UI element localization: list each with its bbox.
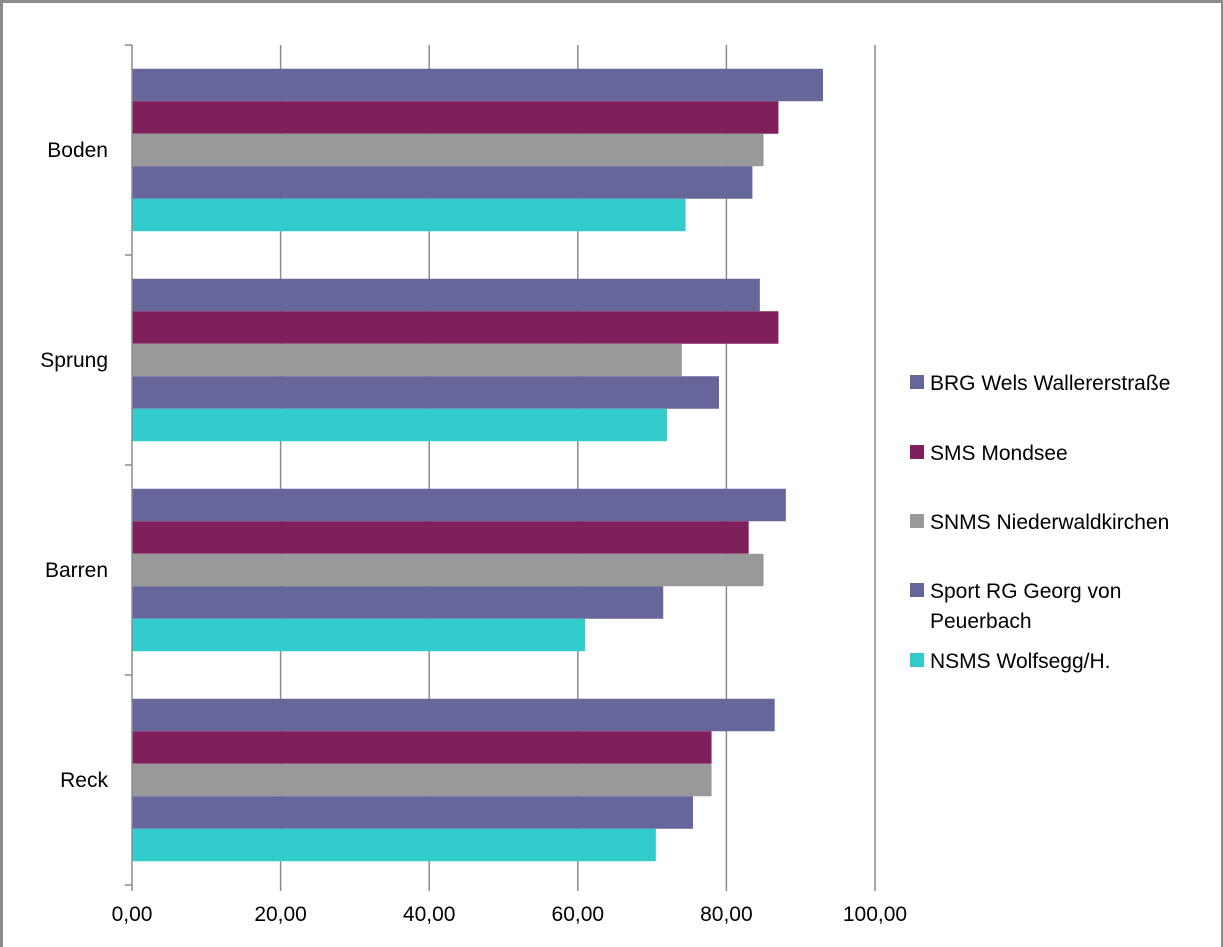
legend-swatch [910, 514, 924, 528]
bar [132, 698, 775, 732]
x-tick-label: 80,00 [700, 903, 753, 926]
category-labels: Boden Sprung Barren Reck [40, 139, 108, 792]
legend-swatch [910, 583, 924, 597]
bar [132, 166, 753, 199]
legend-swatch [910, 653, 924, 667]
x-tick-label: 60,00 [552, 903, 605, 926]
category-label: Boden [47, 139, 108, 162]
legend-label: SNMS Niederwaldkirchen [930, 511, 1169, 534]
legend-swatch [910, 375, 924, 389]
bar [132, 278, 760, 312]
bar [132, 68, 823, 102]
x-tick-labels: 0,00 20,00 40,00 60,00 80,00 100,00 [112, 903, 908, 926]
x-tick-label: 100,00 [843, 903, 907, 926]
legend-label: NSMS Wolfsegg/H. [930, 650, 1111, 673]
bar [132, 553, 764, 587]
bar [132, 763, 712, 797]
bar [132, 376, 719, 409]
bar [132, 488, 786, 522]
category-label: Barren [45, 559, 108, 582]
bar [132, 133, 764, 167]
x-tick-label: 20,00 [254, 903, 307, 926]
bar [132, 731, 712, 764]
axes [125, 44, 876, 891]
bar [132, 343, 682, 377]
bar [132, 408, 667, 442]
category-label: Reck [60, 769, 108, 792]
legend-label: BRG Wels Wallererstraße [930, 372, 1170, 395]
legend-swatch [910, 445, 924, 459]
x-tick-label: 0,00 [112, 903, 153, 926]
legend: BRG Wels Wallererstraße SMS Mondsee SNMS N… [910, 372, 1170, 673]
bar [132, 521, 749, 554]
bar [132, 198, 686, 232]
legend-label: SMS Mondsee [930, 442, 1068, 465]
bar [132, 618, 586, 652]
bar [132, 828, 656, 862]
bar [132, 101, 779, 134]
bars [132, 68, 823, 862]
x-tick-label: 40,00 [403, 903, 456, 926]
bar [132, 796, 693, 829]
bar [132, 311, 779, 344]
bar [132, 586, 664, 619]
category-label: Sprung [40, 349, 108, 372]
legend-label: Sport RG Georg von Peuerbach [930, 580, 1121, 633]
